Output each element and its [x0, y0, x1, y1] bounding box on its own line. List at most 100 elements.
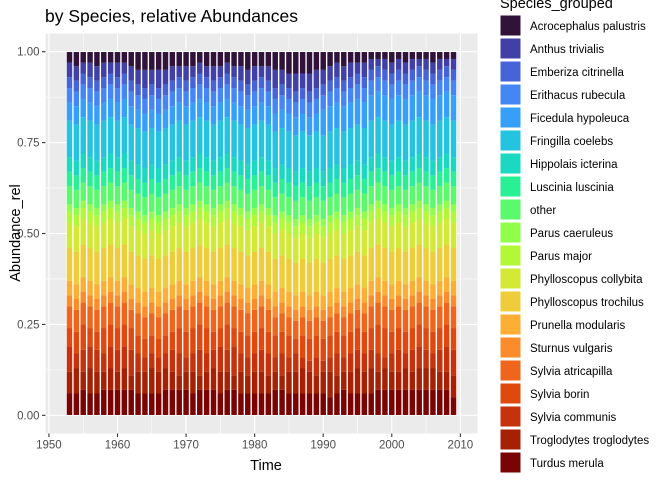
bar-segment [326, 371, 334, 398]
bar-segment [416, 208, 423, 219]
bar-segment [162, 313, 169, 336]
bar-segment [402, 208, 409, 216]
bar-segment [436, 171, 443, 187]
bar-segment [292, 309, 299, 321]
bar-segment [265, 375, 272, 394]
bar-segment [299, 98, 306, 114]
bar-segment [237, 284, 245, 299]
bar-segment [224, 153, 231, 169]
bar-segment [272, 389, 279, 416]
bar-segment [155, 51, 162, 70]
bar-segment [251, 80, 258, 92]
bar-segment [169, 175, 176, 190]
bar-segment [368, 295, 375, 307]
bar-outline [264, 51, 272, 416]
bar-segment [292, 102, 299, 118]
bar-segment [134, 84, 142, 96]
bar-segment [134, 255, 142, 289]
bar-segment [429, 73, 437, 85]
bar-segment [86, 280, 94, 296]
bar-segment [230, 295, 238, 307]
bar-segment [148, 393, 155, 416]
legend-swatch [499, 37, 522, 60]
bar-segment [381, 328, 389, 358]
legend-swatch [499, 175, 522, 198]
bar-segment [347, 313, 354, 332]
bar-segment [285, 197, 293, 216]
bar-segment [121, 200, 128, 209]
bar-segment [86, 248, 94, 281]
bar-segment [443, 168, 450, 183]
bar-segment [306, 91, 313, 103]
bar-segment [368, 328, 375, 350]
bar-segment [306, 51, 313, 74]
bar-segment [320, 95, 327, 110]
bar-segment [100, 204, 107, 212]
bar-segment [326, 182, 334, 198]
bar-segment [388, 226, 395, 252]
bar-segment [93, 106, 101, 125]
bar-segment [169, 215, 176, 227]
bar-segment [73, 124, 80, 161]
bar-outline [312, 51, 320, 416]
bar-segment [409, 157, 416, 172]
bar-outline [107, 51, 115, 416]
bar-segment [217, 280, 224, 296]
bar-segment [285, 222, 293, 234]
bar-segment [306, 320, 313, 339]
bar-segment [361, 193, 368, 212]
bar-outline [429, 51, 437, 416]
bar-segment [436, 349, 443, 372]
bar-segment [134, 95, 142, 110]
bar-segment [80, 200, 87, 209]
bar-segment [436, 80, 443, 96]
bar-segment [224, 389, 231, 416]
bar-segment [409, 171, 416, 187]
bar-segment [422, 69, 430, 81]
bar-segment [224, 84, 231, 99]
bar-segment [86, 102, 94, 121]
legend-swatch [499, 152, 522, 175]
bar-segment [134, 313, 142, 336]
bar-segment [176, 88, 183, 103]
bar-segment [210, 124, 217, 161]
bar-segment [128, 328, 135, 350]
bar-segment [285, 168, 293, 183]
bar-segment [203, 353, 210, 372]
legend-swatch [499, 336, 522, 359]
bar-segment [436, 51, 443, 59]
bar-segment [258, 204, 265, 212]
bar-segment [217, 306, 224, 329]
bar-segment [422, 349, 430, 369]
bar-segment [354, 175, 361, 190]
bar-outline [367, 51, 375, 416]
bar-outline [422, 51, 430, 416]
bar-segment [182, 298, 190, 310]
bar-segment [189, 204, 197, 212]
bar-segment [128, 160, 135, 176]
legend-swatch [499, 313, 522, 336]
bar-segment [107, 368, 114, 390]
bar-segment [429, 298, 437, 310]
bar-segment [73, 189, 80, 209]
bar-segment [306, 171, 313, 187]
bar-segment [224, 182, 231, 201]
bar-segment [278, 353, 286, 376]
bar-segment [155, 258, 162, 292]
bar-segment [450, 157, 457, 172]
bar-segment [73, 91, 80, 107]
bar-segment [217, 211, 224, 223]
bar-segment [381, 306, 389, 329]
bar-segment [162, 389, 169, 416]
x-tick-label: 2000 [379, 440, 405, 452]
bar-segment [182, 160, 190, 176]
bar-segment [299, 368, 306, 394]
bar-segment [162, 164, 169, 179]
bar-segment [340, 389, 347, 416]
bar-segment [292, 51, 299, 74]
bar-segment [354, 349, 361, 369]
bar-segment [340, 306, 347, 318]
bar-segment [93, 371, 101, 394]
bar-segment [141, 88, 149, 99]
